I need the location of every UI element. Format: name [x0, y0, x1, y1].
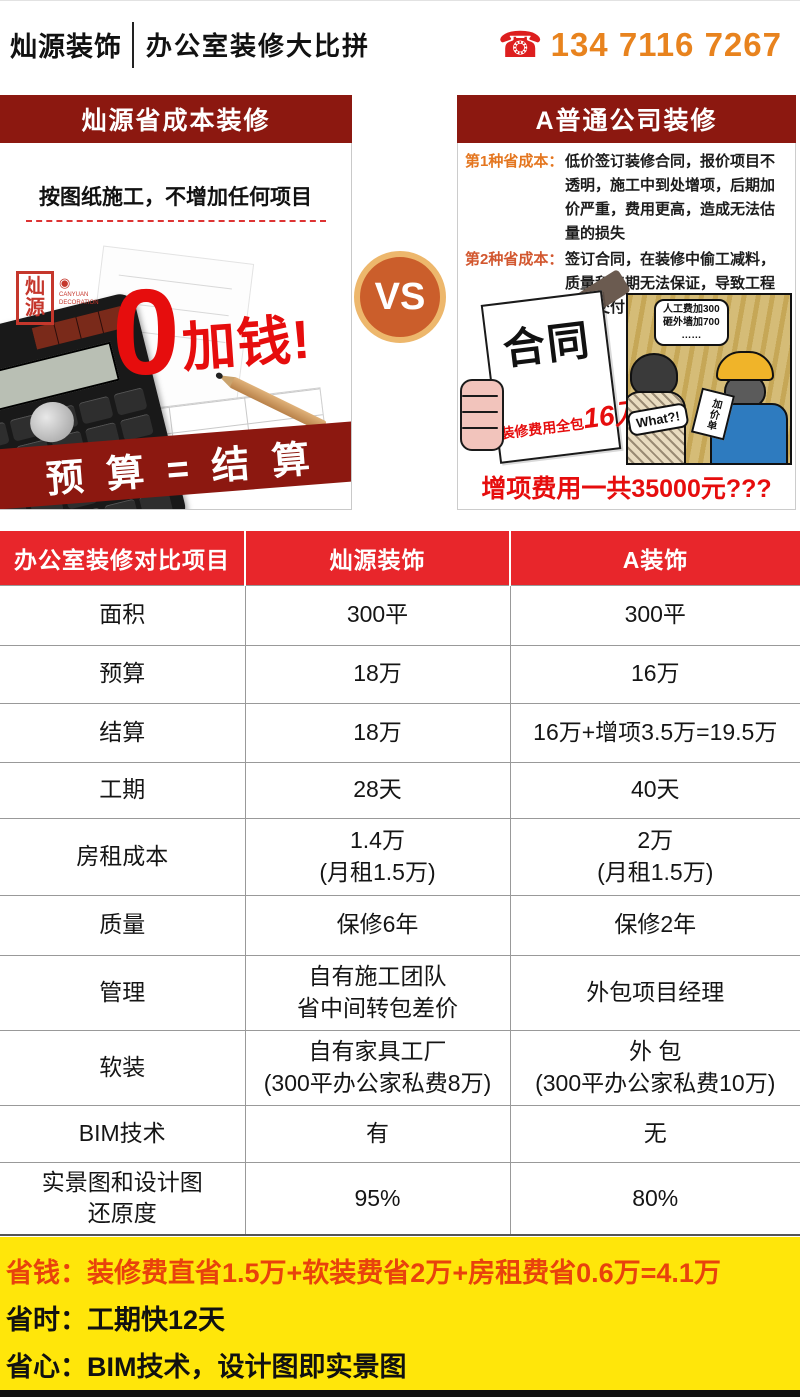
- a-value: 300平: [509, 584, 800, 646]
- canyuan-value: 自有施工团队 省中间转包差价: [244, 954, 511, 1031]
- customer-head: [630, 353, 678, 397]
- phone-block: ☎ 134 7116 7267: [498, 26, 790, 64]
- col-header-canyuan: 灿源装饰: [244, 531, 510, 585]
- col-header-item: 办公室装修对比项目: [0, 531, 245, 585]
- company-a-panel: A普通公司装修 第1种省成本： 低价签订装修合同，报价项目不透明，施工中到处增项…: [457, 95, 796, 510]
- a-value: 16万+增项3.5万=19.5万: [509, 702, 800, 763]
- bottom-black-bar: [0, 1390, 800, 1397]
- row-label: BIM技术: [0, 1104, 246, 1163]
- contract-title: 合同: [500, 316, 594, 374]
- benefit-save-money-text: 装修费直省1.5万+软装费省2万+房租费省0.6万=4.1万: [87, 1258, 721, 1288]
- contract-illustration: 合同 装修费用全包16万: [460, 268, 644, 465]
- row-label: 房租成本: [0, 817, 246, 896]
- benefit-save-money: 省钱： 装修费直省1.5万+软装费省2万+房租费省0.6万=4.1万: [6, 1247, 794, 1294]
- benefit-save-time-label: 省时：: [6, 1305, 87, 1335]
- a-value: 外 包 (300平办公家私费10万): [509, 1029, 800, 1106]
- row-label: 结算: [0, 702, 246, 763]
- top-header: 灿源装饰 办公室装修大比拼 ☎ 134 7116 7267: [0, 0, 800, 88]
- a-value: 2万 (月租1.5万): [509, 817, 800, 896]
- canyuan-panel: 灿源省成本装修 按图纸施工，不增加任何项目 灿 源 ◉ CANYUAN DECOR…: [0, 95, 352, 510]
- canyuan-value: 自有家具工厂 (300平办公家私费8万): [244, 1029, 511, 1106]
- canyuan-value: 95%: [244, 1161, 511, 1236]
- canyuan-value: 保修6年: [244, 894, 511, 956]
- dashed-underline: [25, 220, 326, 222]
- canyuan-value: 300平: [244, 584, 511, 646]
- phone-icon: ☎: [497, 23, 543, 65]
- canyuan-value: 18万: [244, 644, 511, 704]
- benefit-save-time-text: 工期快12天: [87, 1305, 226, 1335]
- a-value: 外包项目经理: [509, 954, 800, 1031]
- canyuan-value: 18万: [244, 702, 511, 763]
- cost-item-2-label: 第2种省成本：: [465, 251, 564, 268]
- row-label: 预算: [0, 644, 246, 704]
- row-label: 面积: [0, 584, 246, 646]
- table-header-row: 办公室装修对比项目 灿源装饰 A装饰: [0, 531, 800, 585]
- phone-number: 134 7116 7267: [550, 25, 782, 63]
- illustration-row: 合同 装修费用全包16万 人工费加300 砸外墙加700 ……: [458, 268, 795, 468]
- table-row: BIM技术 有 无: [0, 1104, 800, 1163]
- company-a-panel-body: 第1种省成本： 低价签订装修合同，报价项目不透明，施工中到处增项，后期加价严重，…: [457, 143, 796, 510]
- canyuan-value: 有: [244, 1104, 511, 1163]
- table-row: 面积 300平 300平: [0, 584, 800, 646]
- zero-suffix-text: 加钱!: [179, 309, 313, 379]
- table-row: 结算 18万 16万+增项3.5万=19.5万: [0, 702, 800, 763]
- contract-caption: 装修费用全包16万: [497, 390, 644, 447]
- a-value: 无: [509, 1104, 800, 1163]
- row-label: 工期: [0, 761, 246, 819]
- worker-speech-bubble: 人工费加300 砸外墙加700 ……: [654, 299, 729, 346]
- table-row: 工期 28天 40天: [0, 761, 800, 819]
- zero-extra-charge: 0 加钱!: [112, 264, 313, 400]
- header-divider: [132, 21, 134, 68]
- canyuan-value: 1.4万 (月租1.5万): [244, 817, 511, 896]
- row-label: 实景图和设计图 还原度: [0, 1161, 246, 1236]
- a-value: 保修2年: [509, 894, 800, 956]
- table-row: 实景图和设计图 还原度 95% 80%: [0, 1161, 800, 1236]
- a-value: 40天: [509, 761, 800, 819]
- table-row: 管理 自有施工团队 省中间转包差价 外包项目经理: [0, 954, 800, 1031]
- vs-badge: VS: [354, 251, 446, 343]
- worker-helmet: [716, 351, 774, 381]
- extra-cost-warning: 增项费用一共35000元???: [481, 475, 772, 503]
- canyuan-value: 28天: [244, 761, 511, 819]
- canyuan-seal: 灿 源 ◉ CANYUAN DECORATION: [16, 271, 99, 325]
- brand-name: 灿源装饰: [10, 32, 122, 62]
- contract-caption-prefix: 装修费用全包: [499, 415, 585, 442]
- row-label: 管理: [0, 954, 246, 1031]
- benefit-save-time: 省时： 工期快12天: [6, 1294, 794, 1341]
- table-row: 软装 自有家具工厂 (300平办公家私费8万) 外 包 (300平办公家私费10…: [0, 1029, 800, 1106]
- a-value: 16万: [509, 644, 800, 704]
- canyuan-panel-title: 灿源省成本装修: [0, 95, 352, 143]
- col-header-a: A装饰: [509, 531, 800, 585]
- cartoon-illustration: 人工费加300 砸外墙加700 …… 加价单 What?!: [626, 293, 792, 465]
- benefit-save-money-label: 省钱：: [6, 1258, 87, 1288]
- cost-item-1-label: 第1种省成本：: [465, 153, 564, 170]
- seal-characters: 灿 源: [16, 271, 54, 325]
- table-row: 房租成本 1.4万 (月租1.5万) 2万 (月租1.5万): [0, 817, 800, 896]
- seal-subtext: ◉ CANYUAN DECORATION: [59, 275, 99, 306]
- benefit-save-worry-text: BIM技术，设计图即实景图: [87, 1352, 407, 1382]
- row-label: 软装: [0, 1029, 246, 1106]
- table-row: 预算 18万 16万: [0, 644, 800, 704]
- hand-shape: [460, 379, 504, 451]
- zero-digit: 0: [112, 264, 180, 400]
- benefit-save-worry: 省心： BIM技术，设计图即实景图: [6, 1341, 794, 1388]
- row-label: 质量: [0, 894, 246, 956]
- a-value: 80%: [509, 1161, 800, 1236]
- canyuan-slogan: 按图纸施工，不增加任何项目: [39, 186, 312, 209]
- page-title: 办公室装修大比拼: [146, 31, 371, 61]
- cost-item-1-text: 低价签订装修合同，报价项目不透明，施工中到处增项，后期加价严重，费用更高，造成无…: [565, 153, 776, 242]
- comparison-table: 办公室装修对比项目 灿源装饰 A装饰 面积 300平 300平 预算 18万 1…: [0, 531, 800, 1236]
- company-a-panel-title: A普通公司装修: [457, 95, 796, 143]
- benefit-save-worry-label: 省心：: [6, 1352, 87, 1382]
- table-row: 质量 保修6年 保修2年: [0, 894, 800, 956]
- benefits-footer: 省钱： 装修费直省1.5万+软装费省2万+房租费省0.6万=4.1万 省时： 工…: [0, 1237, 800, 1390]
- cost-item-1: 第1种省成本： 低价签订装修合同，报价项目不透明，施工中到处增项，后期加价严重，…: [465, 150, 789, 246]
- canyuan-panel-body: 按图纸施工，不增加任何项目 灿 源 ◉ CANYUAN DECORATION: [0, 143, 352, 510]
